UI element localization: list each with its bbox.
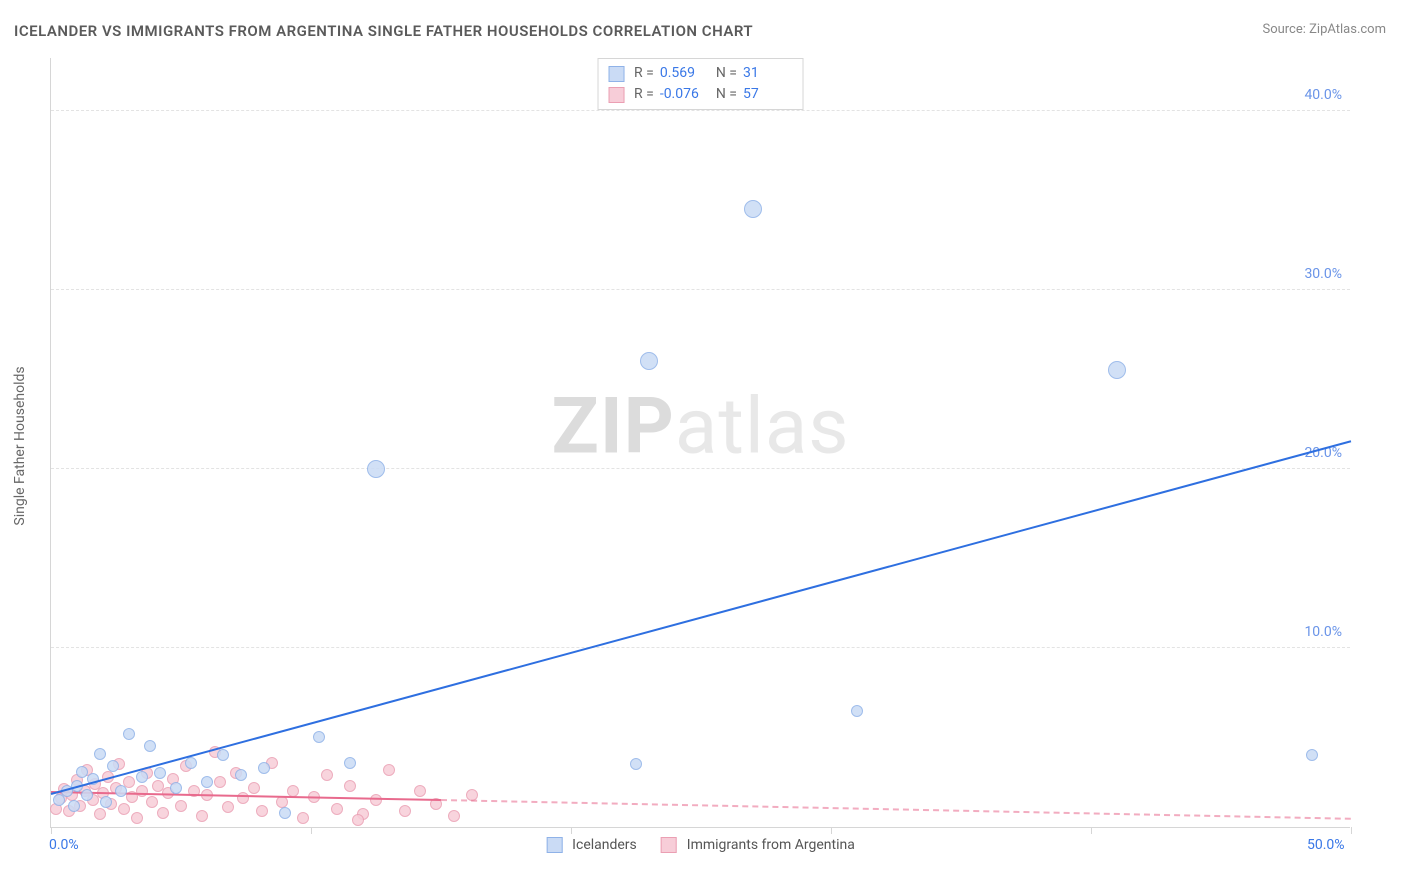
stats-row: R = 0.569 N = 31	[608, 63, 793, 84]
legend-swatch	[661, 837, 677, 853]
data-point	[344, 757, 356, 769]
legend-swatch	[608, 66, 624, 82]
legend-item: Icelanders	[546, 837, 637, 853]
data-point	[94, 808, 106, 820]
data-point	[136, 785, 148, 797]
data-point	[448, 810, 460, 822]
watermark: ZIPatlas	[551, 382, 849, 473]
data-point	[94, 748, 106, 760]
y-tick-label: 40.0%	[1304, 87, 1342, 103]
data-point	[222, 801, 234, 813]
gridline	[51, 647, 1350, 648]
stat-r-label: R =	[634, 84, 654, 105]
stat-n-value: 31	[743, 63, 793, 84]
data-point	[157, 807, 169, 819]
y-tick-label: 30.0%	[1304, 266, 1342, 282]
data-point	[256, 805, 268, 817]
series-legend: Icelanders Immigrants from Argentina	[546, 837, 855, 853]
y-axis-title: Single Father Households	[12, 366, 28, 525]
stat-n-value: 57	[743, 84, 793, 105]
data-point	[201, 776, 213, 788]
legend-label: Icelanders	[572, 837, 637, 853]
data-point	[344, 780, 356, 792]
data-point	[136, 771, 148, 783]
gridline	[51, 468, 1350, 469]
gridline	[51, 110, 1350, 111]
source-link[interactable]: ZipAtlas.com	[1309, 22, 1386, 37]
data-point	[399, 805, 411, 817]
stat-r-value: 0.569	[660, 63, 710, 84]
data-point	[154, 767, 166, 779]
gridline	[51, 289, 1350, 290]
x-tick	[831, 827, 832, 834]
legend-swatch	[608, 87, 624, 103]
stats-row: R = -0.076 N = 57	[608, 84, 793, 105]
trend-line	[51, 440, 1352, 795]
y-tick-label: 10.0%	[1304, 624, 1342, 640]
stat-n-label: N =	[716, 63, 737, 84]
stat-n-label: N =	[716, 84, 737, 105]
x-tick-label: 0.0%	[49, 837, 79, 853]
data-point	[744, 200, 762, 218]
data-point	[81, 789, 93, 801]
data-point	[258, 762, 270, 774]
stat-r-value: -0.076	[660, 84, 710, 105]
data-point	[123, 728, 135, 740]
data-point	[146, 796, 158, 808]
stat-r-label: R =	[634, 63, 654, 84]
data-point	[217, 749, 229, 761]
data-point	[279, 807, 291, 819]
data-point	[185, 757, 197, 769]
data-point	[107, 760, 119, 772]
data-point	[640, 352, 658, 370]
data-point	[118, 803, 130, 815]
data-point	[68, 800, 80, 812]
data-point	[297, 812, 309, 824]
x-tick	[571, 827, 572, 834]
data-point	[352, 814, 364, 826]
data-point	[235, 769, 247, 781]
trend-line	[441, 799, 1351, 820]
data-point	[214, 776, 226, 788]
source-credit: Source: ZipAtlas.com	[1262, 22, 1386, 37]
data-point	[367, 460, 385, 478]
legend-swatch	[546, 837, 562, 853]
x-tick-label: 50.0%	[1307, 837, 1345, 853]
data-point	[851, 705, 863, 717]
data-point	[248, 782, 260, 794]
x-tick	[51, 827, 52, 834]
data-point	[170, 782, 182, 794]
data-point	[1108, 361, 1126, 379]
data-point	[131, 812, 143, 824]
stats-legend: R = 0.569 N = 31 R = -0.076 N = 57	[597, 58, 804, 110]
legend-item: Immigrants from Argentina	[661, 837, 855, 853]
data-point	[196, 810, 208, 822]
legend-label: Immigrants from Argentina	[687, 837, 855, 853]
data-point	[331, 803, 343, 815]
data-point	[100, 796, 112, 808]
data-point	[630, 758, 642, 770]
chart-title: ICELANDER VS IMMIGRANTS FROM ARGENTINA S…	[14, 22, 753, 40]
data-point	[370, 794, 382, 806]
data-point	[313, 731, 325, 743]
source-prefix: Source:	[1262, 22, 1309, 37]
data-point	[144, 740, 156, 752]
data-point	[1306, 749, 1318, 761]
data-point	[414, 785, 426, 797]
data-point	[383, 764, 395, 776]
watermark-rest: atlas	[675, 382, 850, 473]
x-tick	[1091, 827, 1092, 834]
x-tick	[1351, 827, 1352, 834]
plot-area: ZIPatlas R =0.569N =31R =-0.076N =57 Ice…	[50, 58, 1350, 828]
data-point	[175, 800, 187, 812]
watermark-bold: ZIP	[551, 382, 674, 473]
data-point	[115, 785, 127, 797]
x-tick	[311, 827, 312, 834]
data-point	[321, 769, 333, 781]
